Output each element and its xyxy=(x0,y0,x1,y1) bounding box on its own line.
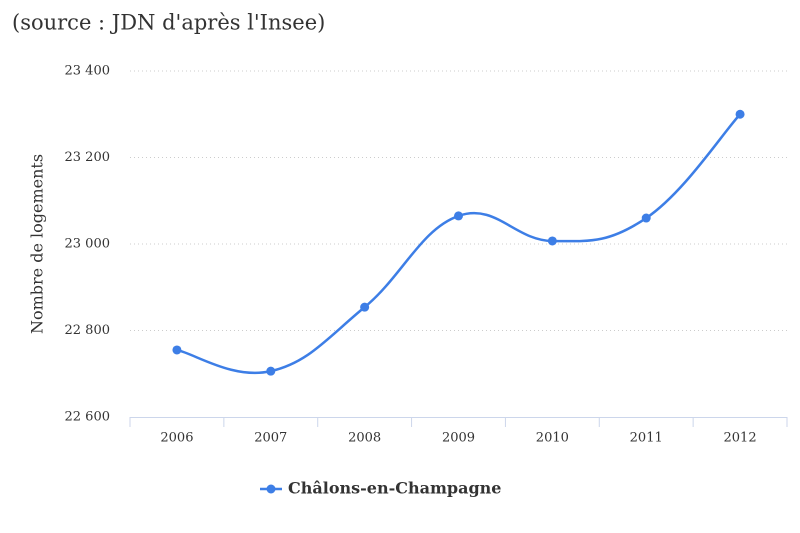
chart-title: (source : JDN d'après l'Insee) xyxy=(12,11,325,35)
data-point xyxy=(172,345,182,355)
x-tick-label: 2007 xyxy=(254,431,287,446)
y-tick-label: 22 800 xyxy=(65,323,111,338)
x-tick-label: 2009 xyxy=(442,431,475,446)
x-tick-label: 2006 xyxy=(160,431,193,446)
y-axis-label: Nombre de logements xyxy=(28,154,47,334)
data-point xyxy=(360,302,370,312)
x-tick-label: 2010 xyxy=(536,431,569,446)
data-point xyxy=(454,211,463,221)
y-tick-label: 23 400 xyxy=(65,64,111,79)
legend-label: Châlons-en-Champagne xyxy=(288,479,501,498)
data-point xyxy=(735,109,745,119)
y-tick-label: 22 600 xyxy=(65,410,111,425)
data-point xyxy=(547,236,557,246)
x-tick-label: 2012 xyxy=(724,431,757,446)
y-tick-label: 23 000 xyxy=(65,237,111,252)
y-tick-label: 23 200 xyxy=(65,150,111,165)
data-point xyxy=(641,213,651,223)
x-tick-label: 2011 xyxy=(630,431,663,446)
x-tick-label: 2008 xyxy=(348,431,381,446)
legend-marker xyxy=(266,484,276,494)
data-point xyxy=(266,366,276,376)
